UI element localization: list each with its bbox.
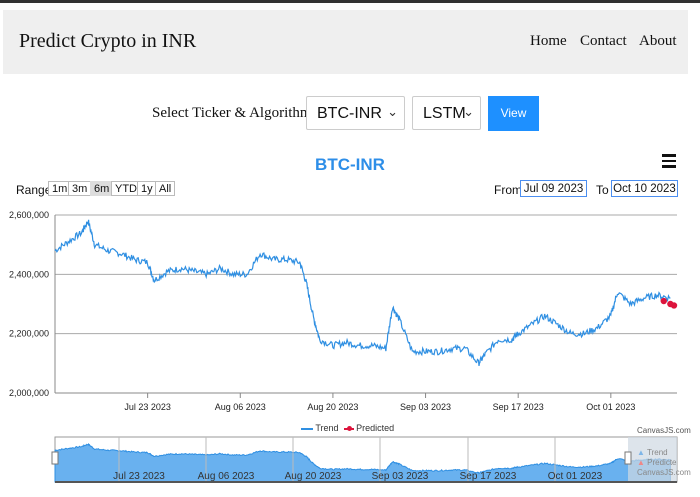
chevron-down-icon: ⌄ (463, 104, 474, 119)
algorithm-select[interactable]: LSTM ⌄ (412, 96, 481, 130)
x-tick-label: Sep 03 2023 (400, 402, 451, 412)
navigator-left-handle[interactable] (51, 451, 59, 465)
nav-about-link[interactable]: About (639, 33, 677, 49)
legend-trend-marker (301, 427, 313, 430)
navigator-legend-predicted: ▲ Predicte (637, 458, 677, 467)
algorithm-select-value: LSTM (423, 105, 466, 122)
to-date-input[interactable]: Oct 10 2023 (611, 180, 678, 197)
selector-row: Select Ticker & Algorithm : BTC-INR ⌄ LS… (0, 96, 700, 132)
from-label: From (494, 183, 522, 197)
trend-series-line (54, 219, 671, 366)
canvasjs-credit[interactable]: CanvasJS.com (637, 426, 691, 435)
predicted-point (670, 302, 678, 309)
navigator-unselected-region (628, 437, 677, 482)
navigator-area (54, 442, 671, 483)
x-tick-label: Aug 20 2023 (307, 402, 358, 412)
predicted-point (660, 297, 667, 305)
to-label: To (596, 183, 609, 197)
navigator-x-label: Sep 03 2023 (372, 471, 429, 482)
navbar: Predict Crypto in INR Home Contact About (3, 10, 688, 74)
navigator-credit: CanvasJS.com (637, 468, 691, 477)
x-tick-label: Sep 17 2023 (493, 402, 544, 412)
y-tick-label: 2,400,000 (9, 269, 49, 279)
navigator-legend: ▲ Trend ▲ Predicte CanvasJS.com (637, 448, 691, 478)
range-1m-button[interactable]: 1m (48, 181, 72, 196)
selector-label: Select Ticker & Algorithm : (152, 105, 320, 121)
window-top-border (0, 0, 700, 3)
navigator-x-label: Oct 01 2023 (548, 471, 603, 482)
navigator-right-handle[interactable] (624, 451, 632, 465)
brand-title[interactable]: Predict Crypto in INR (19, 30, 197, 52)
legend-trend-label[interactable]: Trend (315, 423, 339, 433)
from-date-input[interactable]: Jul 09 2023 (520, 180, 587, 197)
x-tick-label: Jul 23 2023 (124, 402, 171, 412)
ticker-select[interactable]: BTC-INR ⌄ (306, 96, 405, 130)
navigator-legend-trend: ▲ Trend (637, 448, 668, 457)
x-tick-label: Aug 06 2023 (215, 402, 266, 412)
y-tick-label: 2,200,000 (9, 329, 49, 339)
chart-title: BTC-INR (315, 155, 385, 174)
chart-legend: Trend Predicted (301, 423, 394, 433)
range-label: Range (16, 183, 52, 197)
navigator-x-label: Jul 23 2023 (113, 471, 165, 482)
nav-home-link[interactable]: Home (530, 33, 567, 49)
y-tick-label: 2,000,000 (9, 388, 49, 398)
navigator-x-label: Aug 20 2023 (285, 471, 342, 482)
y-tick-label: 2,600,000 (9, 210, 49, 220)
hamburger-menu-icon[interactable] (662, 154, 676, 168)
chevron-down-icon: ⌄ (387, 104, 398, 119)
nav-contact-link[interactable]: Contact (580, 33, 627, 49)
navigator-x-label: Aug 06 2023 (198, 471, 255, 482)
legend-predicted-marker (343, 425, 354, 431)
legend-predicted-label[interactable]: Predicted (356, 423, 395, 433)
navigator-x-label: Sep 17 2023 (460, 471, 517, 482)
view-button[interactable]: View (488, 96, 539, 131)
ticker-select-value: BTC-INR (317, 105, 382, 122)
range-all-button[interactable]: All (155, 181, 176, 196)
x-tick-label: Oct 01 2023 (586, 402, 635, 412)
